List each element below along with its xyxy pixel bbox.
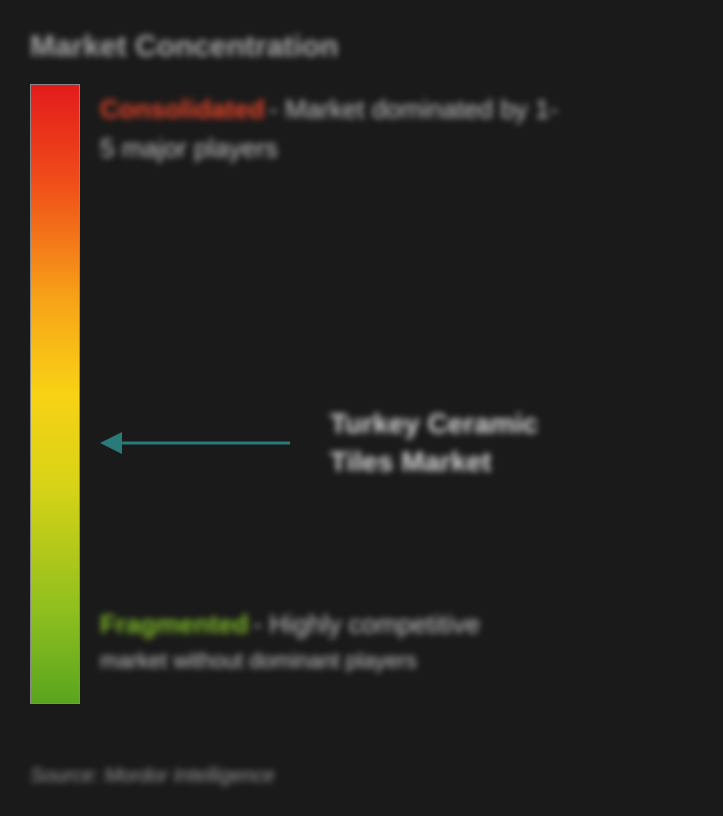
concentration-gradient-bar <box>30 84 80 704</box>
market-name-line2: Tiles Market <box>330 443 538 481</box>
fragmented-desc-text: - Highly competitive <box>253 609 480 639</box>
market-pointer: Turkey Ceramic Tiles Market <box>100 405 538 481</box>
market-name-label: Turkey Ceramic Tiles Market <box>330 405 538 481</box>
fragmented-highlight: Fragmented <box>100 609 249 639</box>
consolidated-highlight: Consolidated <box>100 94 265 124</box>
arrow-line <box>118 441 290 444</box>
fragmented-desc-line2: market without dominant players <box>100 648 673 674</box>
consolidated-desc: - Market dominated by 1- <box>269 94 558 124</box>
pointer-arrow <box>100 431 290 455</box>
market-name-line1: Turkey Ceramic <box>330 405 538 443</box>
consolidated-label: Consolidated - Market dominated by 1- 5 … <box>100 94 673 164</box>
consolidated-desc-line2: 5 major players <box>100 133 673 164</box>
concentration-diagram: Consolidated - Market dominated by 1- 5 … <box>30 84 693 734</box>
page-title: Market Concentration <box>30 30 693 64</box>
source-attribution: Source: Mordor Intelligence <box>30 765 275 788</box>
labels-area: Consolidated - Market dominated by 1- 5 … <box>100 84 693 704</box>
arrow-head-icon <box>100 432 122 454</box>
fragmented-label: Fragmented - Highly competitive market w… <box>100 609 673 674</box>
